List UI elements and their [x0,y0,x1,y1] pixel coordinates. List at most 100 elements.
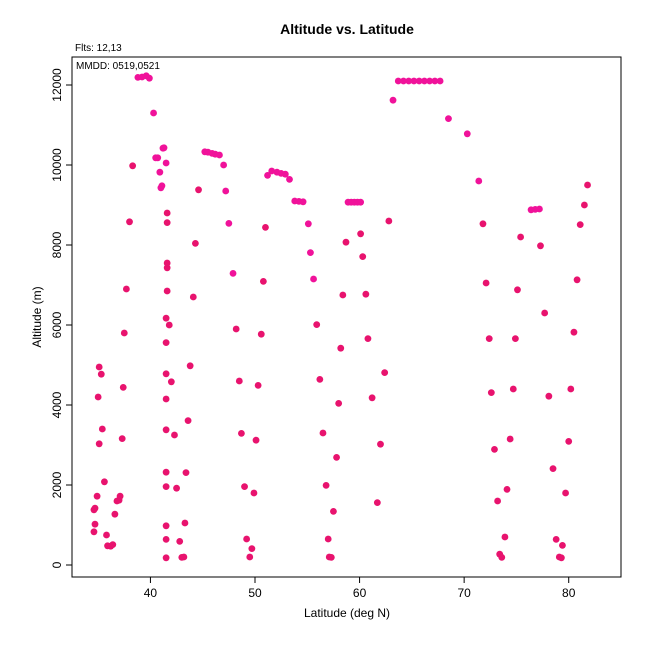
data-point [552,536,560,543]
data-point [549,465,557,472]
data-point [479,220,487,228]
data-point [310,275,317,283]
data-point [101,478,108,486]
data-point [150,109,157,117]
data-point [307,249,314,256]
data-point [171,431,178,439]
data-point [281,170,289,178]
data-point [421,77,428,85]
data-point [330,508,337,515]
data-point [431,77,439,85]
data-point [109,541,117,548]
data-point [335,400,343,407]
data-point [165,321,173,329]
data-point [250,489,258,497]
data-point [167,378,175,386]
data-point [545,392,553,400]
data-point [359,253,367,260]
data-point [567,385,575,393]
data-point [118,435,126,442]
x-tick-label: 60 [353,586,367,600]
data-point [162,426,170,434]
data-point [156,168,164,176]
data-point [357,198,365,206]
data-point [95,440,103,448]
data-point [357,230,365,238]
data-point [385,217,393,225]
data-point [225,220,233,227]
data-point [162,314,170,322]
data-point [111,510,119,518]
data-point [491,446,498,453]
data-point [576,221,584,229]
data-point [163,209,171,217]
data-point [581,201,588,209]
data-point [322,482,330,489]
data-point [536,205,543,213]
data-point [222,187,230,195]
data-point [389,96,397,104]
data-point [163,264,171,272]
y-tick-label: 8000 [50,231,64,258]
data-point [120,329,128,337]
data-point [400,77,407,85]
y-tick-label: 6000 [50,311,64,338]
data-point [405,77,413,85]
data-point [157,184,165,192]
data-point [410,77,418,85]
data-point [394,77,402,85]
data-point [182,469,190,476]
x-tick-label: 80 [562,586,576,600]
data-point [163,259,171,267]
data-point [195,186,202,194]
data-point [299,198,307,206]
data-point [191,240,199,247]
data-point [514,286,521,294]
data-point [254,382,262,389]
data-point [238,430,245,437]
data-point [91,504,99,512]
data-point [163,219,171,227]
data-point [181,519,189,527]
data-point [517,233,525,241]
data-point [286,176,293,183]
data-point [268,167,276,175]
data-point [119,384,127,391]
data-point [129,162,137,170]
data-point [485,335,493,342]
y-tick-label: 2000 [50,471,64,498]
data-point [97,370,105,378]
y-axis: 0 2000 4000 6000 8000 10000 12000 [50,68,73,568]
data-point [235,377,243,385]
data-point [176,538,184,545]
data-point [122,285,130,293]
data-point [557,554,565,562]
data-point [487,389,495,396]
dates-note: MMDD: 0519,0521 [76,61,160,72]
data-point [541,309,549,317]
data-point [506,435,514,443]
data-point [162,536,170,543]
data-point [91,520,99,528]
data-point [145,74,153,82]
data-point [184,417,192,424]
data-point [498,554,506,561]
data-point [463,130,471,138]
data-point [319,429,327,437]
data-point [565,438,573,445]
y-tick-label: 12000 [50,68,64,102]
data-point [162,370,170,378]
data-point [316,376,324,383]
data-point [259,278,267,285]
data-point [257,330,265,338]
data-point [94,393,102,401]
data-point [162,395,170,403]
x-axis-label: Latitude (deg N) [304,606,390,620]
data-point [95,363,103,371]
data-point [243,535,251,543]
data-point [494,497,502,505]
data-point [339,291,347,299]
data-point [241,483,248,490]
data-point [154,154,162,162]
